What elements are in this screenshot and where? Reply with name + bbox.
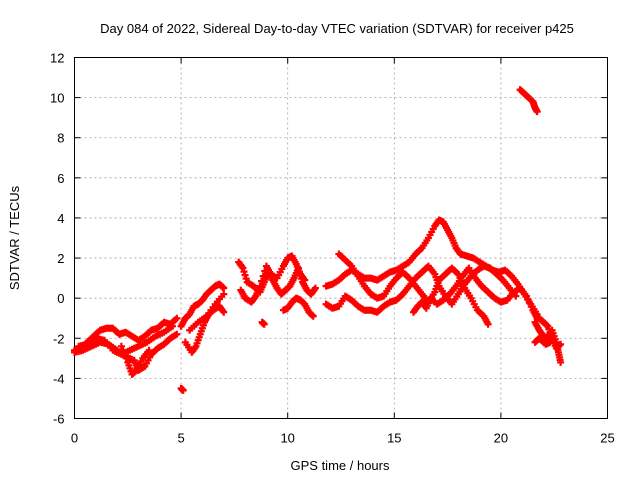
data-point [533,108,541,116]
chart-title: Day 084 of 2022, Sidereal Day-to-day VTE… [100,21,574,36]
series-track-p [409,294,439,316]
data-point [220,284,228,292]
y-tick-label: -6 [53,412,65,427]
data-point [546,338,554,346]
y-tick-label: -4 [53,371,65,386]
series-track-k [279,294,317,320]
data-point [524,296,532,304]
data-point [454,270,462,278]
y-axis-label: SDTVAR / TECUs [7,185,22,290]
y-tick-label: 0 [57,291,64,306]
data-point [301,276,309,284]
y-tick-label: 12 [50,51,64,66]
data-point [169,322,177,330]
data-point [220,308,228,316]
x-tick-labels: 0 5 10 15 20 25 [71,431,615,446]
series-track-r [516,86,541,116]
x-tick-label: 15 [387,431,401,446]
series-track-a [71,314,181,354]
y-tick-label: 4 [57,211,64,226]
data-point [309,312,317,320]
x-tick-label: 25 [600,431,614,446]
data-point [484,320,492,328]
data-point [122,354,130,362]
data-point [173,330,181,338]
x-tick-label: 5 [177,431,184,446]
data-point [522,292,530,300]
data-point [119,346,127,354]
data-point [121,350,129,358]
data-point [527,303,535,311]
data-points [71,86,565,394]
series-track-h [177,384,187,394]
x-tick-label: 10 [280,431,294,446]
data-point [258,277,266,285]
axis-ticks [74,57,608,419]
x-tick-label: 20 [494,431,508,446]
data-point [173,314,181,322]
data-point [220,290,228,298]
data-point [117,342,125,350]
y-tick-label: 2 [57,251,64,266]
y-tick-label: -2 [53,331,65,346]
series-track-g [186,290,228,334]
y-tick-label: 8 [57,131,64,146]
series-track-d [117,342,153,378]
data-point [145,346,153,354]
series-track-u [531,334,554,348]
data-point [260,320,268,328]
y-tick-label: 6 [57,171,64,186]
data-point [557,358,565,366]
y-tick-labels: -6 -4 -2 0 2 4 6 8 10 12 [50,51,64,427]
data-point [557,340,565,348]
series-track-e [177,280,228,330]
data-point [256,282,264,290]
series-track-l [258,318,268,328]
data-point [526,299,534,307]
data-point [311,284,319,292]
y-tick-label: 10 [50,91,64,106]
data-point [179,386,187,394]
x-tick-label: 0 [71,431,78,446]
x-axis-label: GPS time / hours [291,458,390,473]
series-track-j [237,252,309,306]
data-point [259,272,267,280]
plot-frame [74,57,608,419]
series-track-c [75,322,177,358]
